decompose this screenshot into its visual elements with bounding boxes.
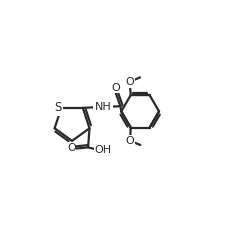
Text: O: O — [126, 136, 135, 146]
Text: OH: OH — [94, 145, 112, 155]
Text: O: O — [111, 83, 120, 93]
Text: S: S — [54, 101, 62, 114]
Text: O: O — [125, 77, 134, 87]
Text: O: O — [67, 143, 76, 153]
Text: NH: NH — [94, 102, 111, 112]
